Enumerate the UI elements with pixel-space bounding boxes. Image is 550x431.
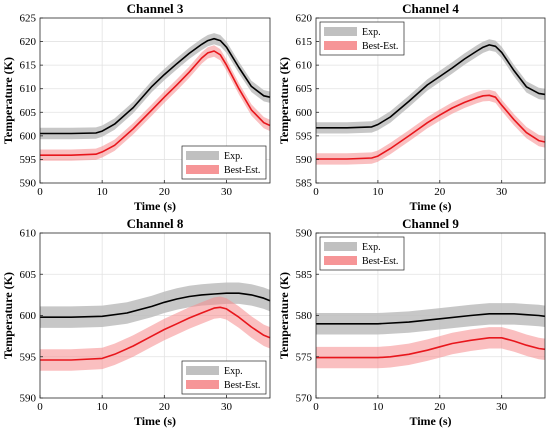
y-tick-label: 585 [296, 178, 313, 190]
y-tick-label: 625 [20, 13, 37, 25]
y-tick-label: 600 [20, 130, 37, 142]
x-tick-label: 10 [97, 401, 109, 413]
y-tick-label: 610 [20, 83, 37, 95]
y-tick-label: 615 [20, 60, 37, 72]
y-tick-label: 610 [20, 228, 37, 240]
x-tick-label: 10 [372, 401, 384, 413]
y-tick-label: 620 [296, 13, 313, 25]
y-tick-label: 580 [296, 310, 313, 322]
chart-panel-1: 0 10 20 30 590 595 600 605 610 615 620 625 Channel 3… [1, 1, 271, 213]
axes-frame [39, 17, 271, 184]
legend-swatch-exp [324, 27, 357, 36]
x-tick-label: 30 [496, 186, 508, 198]
x-tick-label: 0 [37, 401, 43, 413]
series-line-exp [316, 312, 546, 325]
x-axis-label: Time (s) [409, 414, 451, 428]
series-line-exp [316, 44, 546, 129]
x-axis-label: Time (s) [409, 199, 451, 213]
axes-frame [315, 17, 546, 184]
y-tick-label: 605 [20, 107, 37, 119]
series-band-exp [40, 33, 270, 140]
chart-panel-3: 0 10 20 30 590 595 600 605 610 Channel 8 Time (s) T… [1, 216, 271, 428]
legend-swatch-exp [324, 242, 357, 251]
y-tick-label: 575 [296, 351, 313, 363]
y-tick-label: 605 [20, 269, 37, 281]
x-axis-label: Time (s) [134, 199, 176, 213]
x-tick-label: 20 [159, 401, 171, 413]
series-line-exp [40, 292, 271, 319]
chart-title: Channel 9 [402, 216, 459, 231]
y-tick-label: 595 [20, 351, 37, 363]
y-tick-label: 590 [20, 178, 37, 190]
chart-title: Channel 4 [402, 1, 459, 16]
legend-swatch-best-est [186, 165, 219, 174]
legend-label-exp: Exp. [362, 27, 381, 38]
series-line-best-est [316, 94, 546, 160]
y-axis-label: Temperature (K) [1, 272, 15, 359]
y-axis-label: Temperature (K) [277, 272, 291, 359]
x-tick-label: 0 [313, 186, 319, 198]
legend-swatch-best-est [324, 41, 357, 50]
chart-title: Channel 8 [127, 216, 184, 231]
series-band-exp [316, 303, 545, 335]
y-tick-label: 605 [296, 83, 313, 95]
y-tick-label: 595 [20, 154, 37, 166]
x-tick-label: 0 [37, 186, 43, 198]
y-tick-label: 600 [20, 310, 37, 322]
legend: Exp. Best-Est. [319, 236, 405, 271]
series-band-best-est [40, 45, 270, 161]
legend-label-best-est: Best-Est. [224, 380, 260, 391]
y-tick-label: 615 [296, 36, 313, 48]
series-line-best-est [316, 336, 546, 359]
y-tick-label: 595 [296, 130, 313, 142]
legend-swatch-best-est [324, 256, 357, 265]
x-tick-label: 20 [434, 401, 446, 413]
x-axis-label: Time (s) [134, 414, 176, 428]
x-tick-label: 30 [221, 186, 233, 198]
legend-label-exp: Exp. [224, 366, 243, 377]
legend-label-best-est: Best-Est. [362, 256, 398, 267]
legend: Exp. Best-Est. [319, 21, 405, 56]
legend-label-exp: Exp. [224, 151, 243, 162]
x-tick-label: 0 [313, 401, 319, 413]
y-tick-label: 585 [296, 269, 313, 281]
x-tick-label: 20 [159, 186, 171, 198]
chart-title: Channel 3 [127, 1, 184, 16]
y-tick-label: 620 [20, 36, 37, 48]
series-line-best-est [40, 306, 271, 361]
x-tick-label: 20 [434, 186, 446, 198]
legend: Exp. Best-Est. [181, 145, 267, 180]
legend: Exp. Best-Est. [181, 360, 267, 395]
y-tick-label: 590 [296, 228, 313, 240]
legend-label-best-est: Best-Est. [362, 41, 398, 52]
chart-panel-4: 0 10 20 30 570 575 580 585 590 Channel 9 Time (s) T… [277, 216, 546, 428]
series-line-best-est [40, 50, 271, 156]
legend-label-exp: Exp. [362, 242, 381, 253]
series-line-exp [40, 37, 271, 135]
x-tick-label: 30 [221, 401, 233, 413]
x-tick-label: 10 [97, 186, 109, 198]
series-band-best-est [316, 89, 545, 165]
x-tick-label: 10 [372, 186, 384, 198]
y-axis-label: Temperature (K) [1, 57, 15, 144]
y-tick-label: 610 [296, 60, 313, 72]
legend-label-best-est: Best-Est. [224, 165, 260, 176]
legend-swatch-exp [186, 151, 219, 160]
y-axis-label: Temperature (K) [277, 57, 291, 144]
y-tick-label: 590 [296, 154, 313, 166]
legend-swatch-best-est [186, 380, 219, 389]
chart-panel-2: 0 10 20 30 585 590 595 600 605 610 615 620 Channel 4… [277, 1, 546, 213]
y-tick-label: 590 [20, 393, 37, 405]
x-tick-label: 30 [496, 401, 508, 413]
legend-swatch-exp [186, 366, 219, 375]
series-band-exp [316, 39, 545, 134]
y-tick-label: 600 [296, 107, 313, 119]
y-tick-label: 570 [296, 393, 313, 405]
